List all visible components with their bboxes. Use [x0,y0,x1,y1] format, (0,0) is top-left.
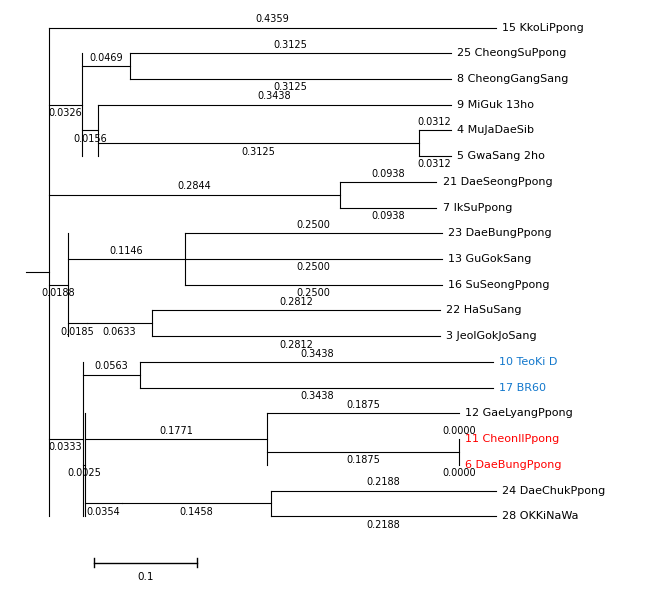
Text: 8 CheongGangSang: 8 CheongGangSang [457,74,568,84]
Text: 21 DaeSeongPpong: 21 DaeSeongPpong [443,177,552,187]
Text: 0.1458: 0.1458 [180,506,213,517]
Text: 0.2812: 0.2812 [279,297,313,307]
Text: 0.1875: 0.1875 [346,400,380,410]
Text: 0.3438: 0.3438 [300,349,333,359]
Text: 24 DaeChukPpong: 24 DaeChukPpong [502,486,605,495]
Text: 6 DaeBungPpong: 6 DaeBungPpong [465,460,562,470]
Text: 0.2500: 0.2500 [296,262,331,272]
Text: 23 DaeBungPpong: 23 DaeBungPpong [448,228,552,238]
Text: 0.0312: 0.0312 [418,159,451,169]
Text: 0.0000: 0.0000 [442,468,476,478]
Text: 0.0563: 0.0563 [95,362,129,372]
Text: 0.4359: 0.4359 [255,14,289,24]
Text: 0.2500: 0.2500 [296,288,331,298]
Text: 17 BR60: 17 BR60 [499,382,546,392]
Text: 0.3125: 0.3125 [273,82,308,92]
Text: 0.0188: 0.0188 [42,288,75,298]
Text: 15 KkoLiPpong: 15 KkoLiPpong [502,22,583,33]
Text: 4 MuJaDaeSib: 4 MuJaDaeSib [457,125,534,135]
Text: 0.0000: 0.0000 [442,426,476,436]
Text: 7 IkSuPpong: 7 IkSuPpong [443,203,512,213]
Text: 0.2844: 0.2844 [178,181,211,191]
Text: 25 CheongSuPpong: 25 CheongSuPpong [457,48,566,59]
Text: 0.3125: 0.3125 [242,147,275,157]
Text: 0.0156: 0.0156 [73,134,107,144]
Text: 0.3125: 0.3125 [273,40,308,50]
Text: 0.0354: 0.0354 [86,506,120,517]
Text: 0.0333: 0.0333 [49,443,82,453]
Text: 0.0633: 0.0633 [102,327,136,337]
Text: 0.3438: 0.3438 [257,92,291,101]
Text: 11 CheonIlPpong: 11 CheonIlPpong [465,434,560,444]
Text: 0.1875: 0.1875 [346,455,380,465]
Text: 0.2188: 0.2188 [366,519,400,530]
Text: 0.0312: 0.0312 [418,118,451,127]
Text: 0.1: 0.1 [137,572,154,582]
Text: 5 GwaSang 2ho: 5 GwaSang 2ho [457,151,544,161]
Text: 3 JeolGokJoSang: 3 JeolGokJoSang [446,331,537,341]
Text: 9 MiGuk 13ho: 9 MiGuk 13ho [457,100,534,110]
Text: 0.3438: 0.3438 [300,391,333,401]
Text: 0.0938: 0.0938 [372,169,405,179]
Text: 0.0938: 0.0938 [372,210,405,220]
Text: 10 TeoKi D: 10 TeoKi D [499,357,558,367]
Text: 13 GuGokSang: 13 GuGokSang [448,254,531,264]
Text: 12 GaeLyangPpong: 12 GaeLyangPpong [465,408,573,418]
Text: 0.2812: 0.2812 [279,340,313,349]
Text: 0.2188: 0.2188 [366,477,400,487]
Text: 0.0025: 0.0025 [67,468,101,478]
Text: 22 HaSuSang: 22 HaSuSang [446,306,522,316]
Text: 0.0469: 0.0469 [89,53,123,63]
Text: 0.0326: 0.0326 [48,108,82,118]
Text: 28 OKKiNaWa: 28 OKKiNaWa [502,511,578,521]
Text: 0.1146: 0.1146 [110,246,143,256]
Text: 0.2500: 0.2500 [296,220,331,230]
Text: 16 SuSeongPpong: 16 SuSeongPpong [448,280,549,290]
Text: 0.1771: 0.1771 [159,426,193,436]
Text: 0.0185: 0.0185 [61,327,94,337]
